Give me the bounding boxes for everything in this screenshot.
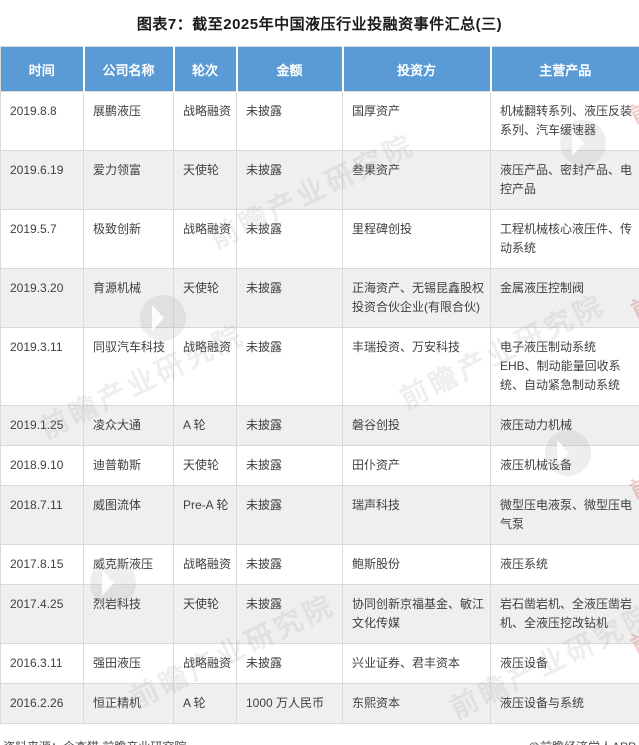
cell-company: 极致创新 xyxy=(83,209,174,269)
table-row: 2017.8.15 威克斯液压 战略融资 未披露 鲍斯股份 液压系统 xyxy=(0,544,639,585)
cell-products: 液压机械设备 xyxy=(490,445,639,486)
cell-amount: 未披露 xyxy=(236,209,343,269)
cell-investor: 正海资产、无锡昆鑫股权投资合伙企业(有限合伙) xyxy=(342,268,491,328)
column-header-company: 公司名称 xyxy=(83,46,175,92)
table-row: 2018.7.11 威图流体 Pre-A 轮 未披露 瑞声科技 微型压电液泵、微… xyxy=(0,485,639,545)
cell-round: A 轮 xyxy=(173,405,237,446)
table-row: 2019.8.8 展鹏液压 战略融资 未披露 国厚资产 机械翻转系列、液压反装系… xyxy=(0,91,639,151)
cell-round: 天使轮 xyxy=(173,584,237,644)
cell-amount: 未披露 xyxy=(236,405,343,446)
cell-products: 岩石凿岩机、全液压凿岩机、全液压挖改钻机 xyxy=(490,584,639,644)
cell-products: 机械翻转系列、液压反装系列、汽车缓速器 xyxy=(490,91,639,151)
cell-time: 2019.1.25 xyxy=(0,405,84,446)
cell-company: 同驭汽车科技 xyxy=(83,327,174,406)
page-title: 图表7：截至2025年中国液压行业投融资事件汇总(三) xyxy=(136,16,503,33)
cell-round: 天使轮 xyxy=(173,445,237,486)
table-row: 2019.3.20 育源机械 天使轮 未披露 正海资产、无锡昆鑫股权投资合伙企业… xyxy=(0,268,639,328)
cell-company: 威克斯液压 xyxy=(83,544,174,585)
cell-investor: 磐谷创投 xyxy=(342,405,491,446)
financing-events-table: 时间 公司名称 轮次 金额 投资方 主营产品 2019.8.8 展鹏液压 战略融… xyxy=(0,46,639,724)
cell-round: 战略融资 xyxy=(173,209,237,269)
cell-time: 2018.7.11 xyxy=(0,485,84,545)
cell-company: 烈岩科技 xyxy=(83,584,174,644)
cell-investor: 东熙资本 xyxy=(342,683,491,724)
cell-products: 液压动力机械 xyxy=(490,405,639,446)
cell-round: Pre-A 轮 xyxy=(173,485,237,545)
cell-company: 恒正精机 xyxy=(83,683,174,724)
source-note: 资料来源：企查猫 前瞻产业研究院 xyxy=(3,738,186,745)
cell-company: 强田液压 xyxy=(83,643,174,684)
cell-time: 2017.8.15 xyxy=(0,544,84,585)
cell-products: 微型压电液泵、微型压电气泵 xyxy=(490,485,639,545)
column-header-amount: 金额 xyxy=(236,46,344,92)
header-row: 时间 公司名称 轮次 金额 投资方 主营产品 xyxy=(0,46,639,92)
cell-company: 爱力领富 xyxy=(83,150,174,210)
cell-products: 液压产品、密封产品、电控产品 xyxy=(490,150,639,210)
cell-time: 2019.8.8 xyxy=(0,91,84,151)
cell-products: 液压系统 xyxy=(490,544,639,585)
cell-time: 2019.5.7 xyxy=(0,209,84,269)
table-row: 2019.3.11 同驭汽车科技 战略融资 未披露 丰瑞投资、万安科技 电子液压… xyxy=(0,327,639,406)
cell-time: 2017.4.25 xyxy=(0,584,84,644)
cell-amount: 未披露 xyxy=(236,445,343,486)
cell-amount: 未披露 xyxy=(236,643,343,684)
cell-investor: 叁果资产 xyxy=(342,150,491,210)
cell-round: 战略融资 xyxy=(173,643,237,684)
cell-investor: 里程碑创投 xyxy=(342,209,491,269)
table-row: 2018.9.10 迪普勒斯 天使轮 未披露 田仆资产 液压机械设备 xyxy=(0,445,639,486)
cell-investor: 兴业证券、君丰资本 xyxy=(342,643,491,684)
cell-amount: 1000 万人民币 xyxy=(236,683,343,724)
cell-investor: 协同创新京福基金、敏江文化传媒 xyxy=(342,584,491,644)
table-row: 2019.6.19 爱力领富 天使轮 未披露 叁果资产 液压产品、密封产品、电控… xyxy=(0,150,639,210)
cell-products: 金属液压控制阀 xyxy=(490,268,639,328)
cell-time: 2019.3.11 xyxy=(0,327,84,406)
cell-company: 展鹏液压 xyxy=(83,91,174,151)
cell-round: 战略融资 xyxy=(173,544,237,585)
cell-investor: 田仆资产 xyxy=(342,445,491,486)
cell-products: 液压设备与系统 xyxy=(490,683,639,724)
cell-time: 2019.3.20 xyxy=(0,268,84,328)
cell-investor: 瑞声科技 xyxy=(342,485,491,545)
table-row: 2017.4.25 烈岩科技 天使轮 未披露 协同创新京福基金、敏江文化传媒 岩… xyxy=(0,584,639,644)
cell-investor: 丰瑞投资、万安科技 xyxy=(342,327,491,406)
cell-amount: 未披露 xyxy=(236,91,343,151)
cell-round: A 轮 xyxy=(173,683,237,724)
cell-amount: 未披露 xyxy=(236,268,343,328)
cell-amount: 未披露 xyxy=(236,544,343,585)
cell-amount: 未披露 xyxy=(236,485,343,545)
cell-company: 凌众大通 xyxy=(83,405,174,446)
table-row: 2019.5.7 极致创新 战略融资 未披露 里程碑创投 工程机械核心液压件、传… xyxy=(0,209,639,269)
cell-company: 育源机械 xyxy=(83,268,174,328)
figure-footer: 资料来源：企查猫 前瞻产业研究院 @前瞻经济学人APP xyxy=(0,724,639,745)
column-header-investor: 投资方 xyxy=(342,46,492,92)
table-row: 2016.2.26 恒正精机 A 轮 1000 万人民币 东熙资本 液压设备与系… xyxy=(0,683,639,724)
cell-round: 战略融资 xyxy=(173,91,237,151)
column-header-time: 时间 xyxy=(0,46,85,92)
cell-amount: 未披露 xyxy=(236,584,343,644)
cell-products: 工程机械核心液压件、传动系统 xyxy=(490,209,639,269)
app-credit: @前瞻经济学人APP xyxy=(528,738,636,745)
cell-company: 迪普勒斯 xyxy=(83,445,174,486)
cell-products: 电子液压制动系统 EHB、制动能量回收系统、自动紧急制动系统 xyxy=(490,327,639,406)
cell-products: 液压设备 xyxy=(490,643,639,684)
column-header-round: 轮次 xyxy=(173,46,238,92)
table-row: 2019.1.25 凌众大通 A 轮 未披露 磐谷创投 液压动力机械 xyxy=(0,405,639,446)
cell-time: 2019.6.19 xyxy=(0,150,84,210)
cell-time: 2018.9.10 xyxy=(0,445,84,486)
cell-round: 天使轮 xyxy=(173,268,237,328)
cell-time: 2016.3.11 xyxy=(0,643,84,684)
cell-time: 2016.2.26 xyxy=(0,683,84,724)
cell-amount: 未披露 xyxy=(236,327,343,406)
table-row: 2016.3.11 强田液压 战略融资 未披露 兴业证券、君丰资本 液压设备 xyxy=(0,643,639,684)
column-header-products: 主营产品 xyxy=(490,46,639,92)
cell-investor: 鲍斯股份 xyxy=(342,544,491,585)
cell-round: 战略融资 xyxy=(173,327,237,406)
cell-round: 天使轮 xyxy=(173,150,237,210)
cell-amount: 未披露 xyxy=(236,150,343,210)
cell-company: 威图流体 xyxy=(83,485,174,545)
cell-investor: 国厚资产 xyxy=(342,91,491,151)
